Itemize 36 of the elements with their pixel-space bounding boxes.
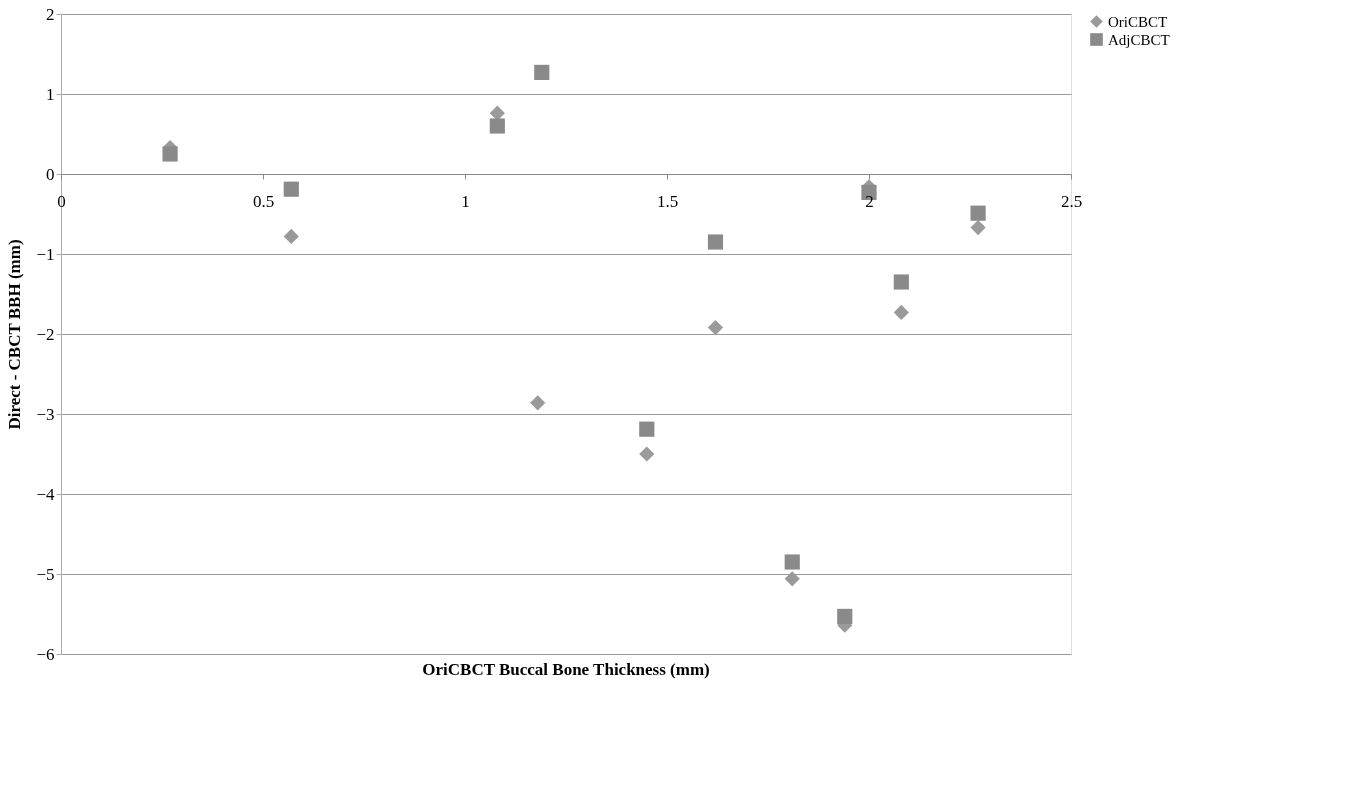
point: [784, 554, 800, 570]
point: [893, 274, 909, 290]
legend-label: OriCBCT: [1108, 13, 1168, 30]
x-tick-label: 0.5: [252, 191, 275, 211]
y-axis-title: Direct - CBCT BBH (mm): [5, 239, 25, 430]
point: [707, 320, 724, 336]
y-tick-label: −4: [36, 484, 55, 504]
x-tick-label: 1: [461, 191, 470, 211]
y-tick-label: −5: [36, 564, 55, 584]
point: [639, 446, 655, 462]
point: [530, 395, 546, 411]
point: [893, 304, 909, 320]
y-tick-label: −2: [36, 324, 55, 344]
x-tick-label: 2: [865, 191, 874, 211]
point: [970, 220, 986, 236]
point: [534, 64, 550, 80]
point: [639, 421, 655, 437]
legend-label: AdjCBCT: [1108, 31, 1170, 48]
point: [970, 205, 986, 221]
point: [489, 105, 505, 121]
point: [837, 608, 853, 624]
point: [283, 181, 299, 197]
y-tick-label: 0: [46, 164, 55, 184]
x-axis-title: OriCBCT Buccal Bone Thickness (mm): [422, 660, 710, 679]
y-tick-label: 1: [46, 84, 55, 104]
point: [162, 146, 178, 162]
x-tick-label: 2.5: [1060, 191, 1083, 211]
y-tick-label: −1: [36, 244, 55, 264]
point: [707, 234, 724, 250]
y-tick-label: −3: [36, 404, 55, 424]
y-tick-label: 2: [46, 4, 55, 24]
point: [784, 571, 800, 587]
y-tick-label: −6: [36, 644, 55, 664]
point: [489, 118, 505, 134]
point: [283, 228, 299, 244]
x-tick-label: 1.5: [656, 191, 679, 211]
